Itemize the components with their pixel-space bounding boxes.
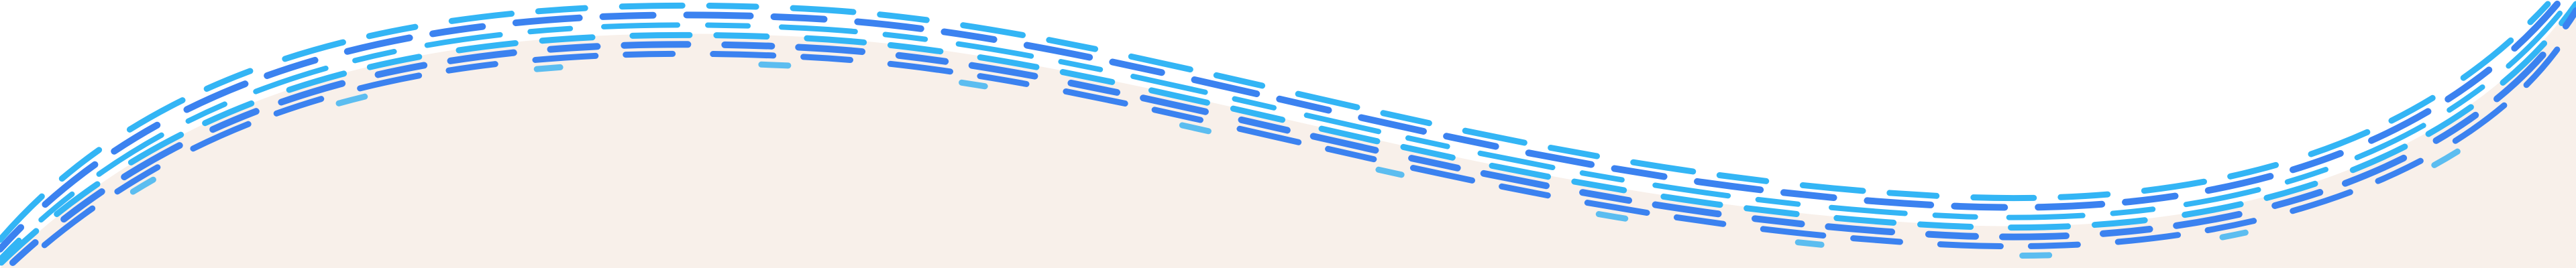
- brush-dash-row: [0, 1, 2570, 262]
- brush-dash-row: [0, 1, 2551, 243]
- brush-dash-row: [21, 17, 2576, 266]
- brush-dash-row: [0, 1, 2561, 253]
- brush-dash-row: [9, 7, 2576, 266]
